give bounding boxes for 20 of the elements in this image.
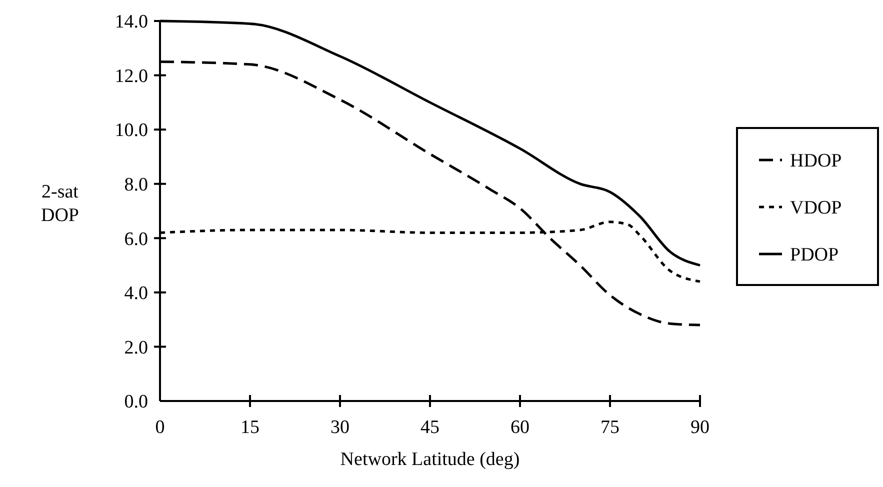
x-axis-title: Network Latitude (deg): [340, 449, 520, 470]
x-tick-label: 15: [240, 417, 260, 438]
y-tick-label: 12.0: [114, 66, 148, 87]
y-tick-label: 4.0: [124, 283, 148, 304]
x-tick-label: 45: [420, 417, 440, 438]
y-tick-label: 6.0: [124, 228, 148, 250]
x-tick-label: 75: [600, 417, 620, 438]
legend-label: HDOP: [790, 150, 842, 172]
y-tick-label: 10.0: [114, 120, 148, 142]
y-tick-label: 0.0: [124, 392, 148, 413]
y-axis-title: 2-sat DOP: [40, 181, 80, 226]
legend-label: PDOP: [790, 244, 839, 266]
legend-label: VDOP: [790, 198, 842, 219]
y-tick-label: 14.0: [114, 12, 148, 33]
x-tick-label: 0: [155, 417, 165, 438]
x-tick-label: 30: [330, 417, 350, 438]
y-tick-label: 8.0: [124, 174, 148, 196]
y-tick-label: 2.0: [124, 337, 148, 358]
x-tick-label: 60: [510, 417, 530, 438]
x-tick-label: 90: [690, 417, 710, 438]
